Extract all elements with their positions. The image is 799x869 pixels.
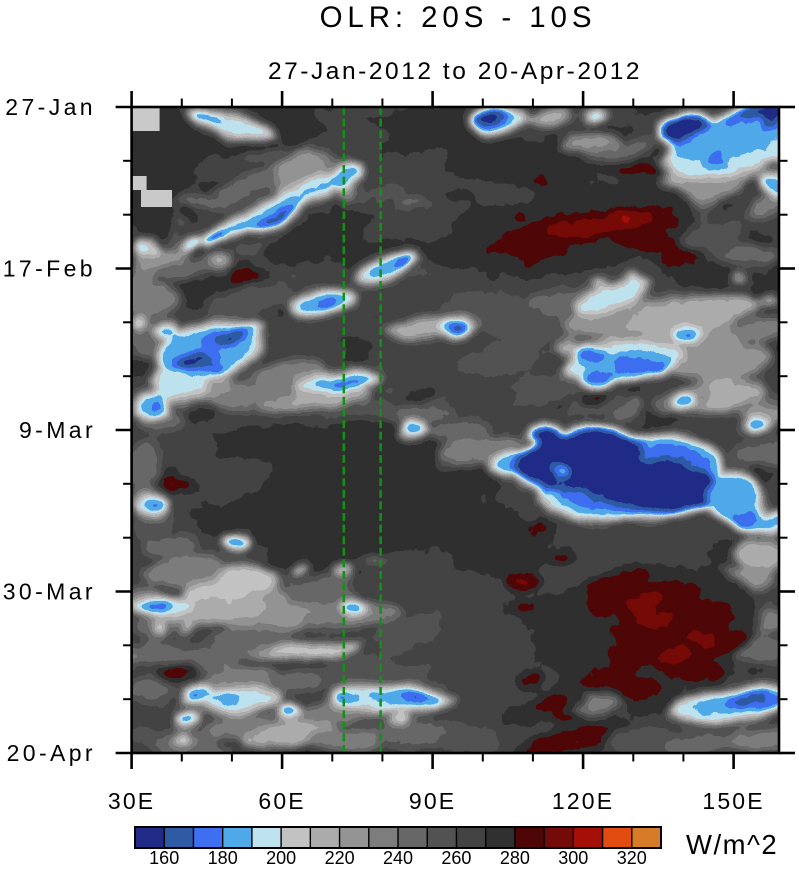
svg-text:160: 160 [149, 848, 179, 868]
svg-text:20-Apr: 20-Apr [7, 740, 96, 766]
svg-text:60E: 60E [258, 788, 306, 814]
svg-text:120E: 120E [552, 788, 615, 814]
svg-text:180: 180 [208, 848, 238, 868]
svg-text:30E: 30E [108, 788, 156, 814]
svg-text:OLR: 20S - 10S: OLR: 20S - 10S [320, 1, 597, 34]
svg-text:320: 320 [617, 848, 647, 868]
svg-text:280: 280 [500, 848, 530, 868]
svg-text:240: 240 [383, 848, 413, 868]
svg-text:220: 220 [325, 848, 355, 868]
svg-text:90E: 90E [409, 788, 457, 814]
svg-text:27-Jan-2012 to 20-Apr-2012: 27-Jan-2012 to 20-Apr-2012 [268, 58, 642, 85]
svg-text:17-Feb: 17-Feb [3, 256, 96, 282]
svg-text:30-Mar: 30-Mar [3, 579, 96, 605]
svg-text:300: 300 [558, 848, 588, 868]
svg-text:150E: 150E [702, 788, 765, 814]
svg-text:27-Jan: 27-Jan [5, 94, 96, 120]
svg-text:200: 200 [266, 848, 296, 868]
svg-text:9-Mar: 9-Mar [19, 417, 96, 443]
svg-text:260: 260 [441, 848, 471, 868]
svg-text:W/m^2: W/m^2 [686, 829, 778, 860]
